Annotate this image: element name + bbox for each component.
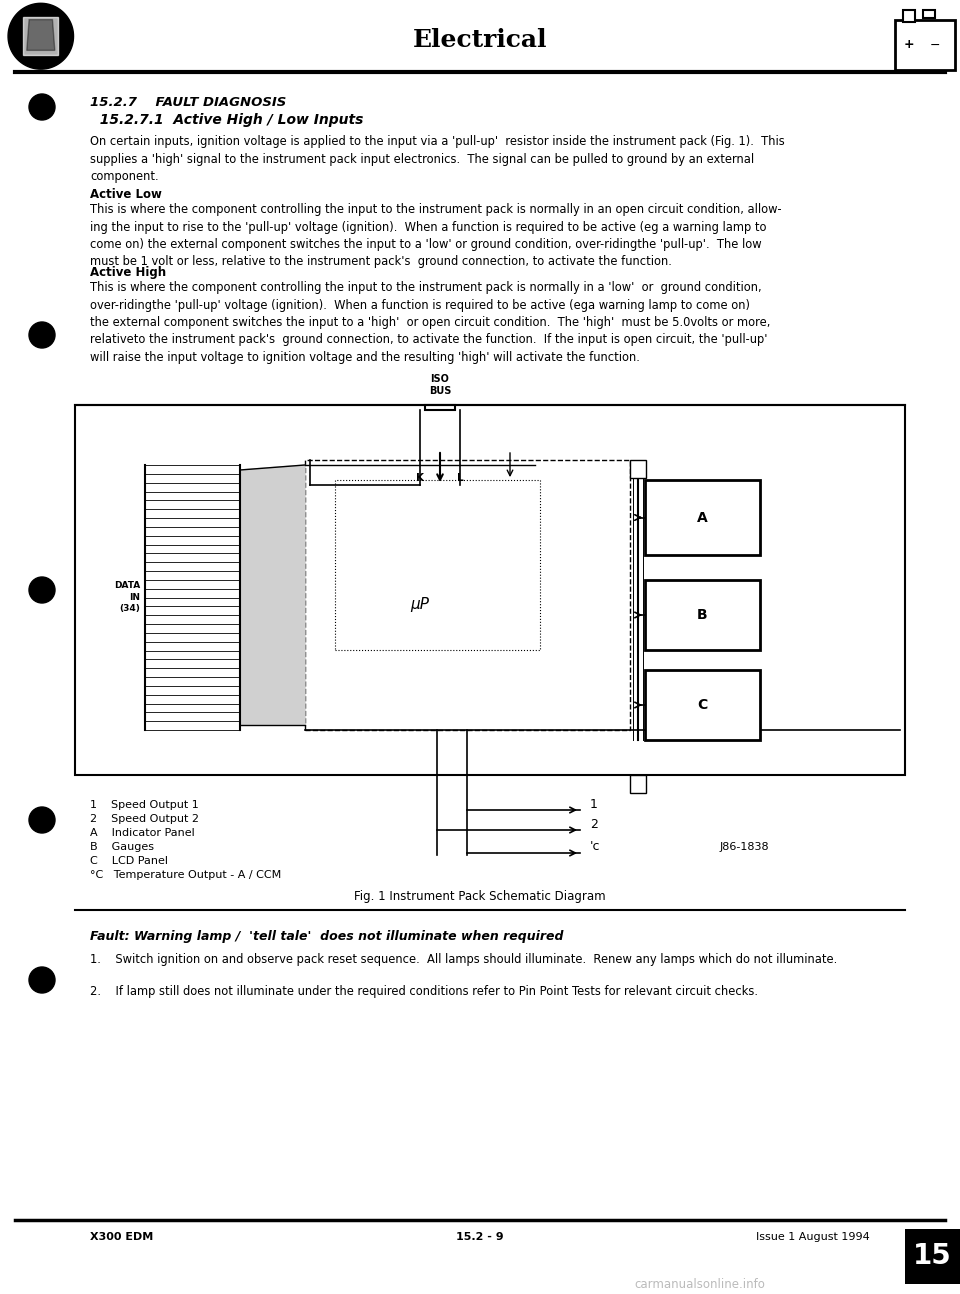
Circle shape <box>29 807 55 833</box>
Circle shape <box>29 967 55 992</box>
Text: C: C <box>697 697 708 712</box>
Bar <box>335 480 540 650</box>
Text: On certain inputs, ignition voltage is applied to the input via a 'pull-up'  res: On certain inputs, ignition voltage is a… <box>90 135 784 182</box>
Text: Fault: Warning lamp /  'tell tale'  does not illuminate when required: Fault: Warning lamp / 'tell tale' does n… <box>90 930 564 943</box>
Bar <box>630 775 646 793</box>
Text: carmanualsonline.info: carmanualsonline.info <box>635 1278 765 1291</box>
Bar <box>645 580 760 650</box>
Bar <box>645 480 760 555</box>
Bar <box>305 459 630 730</box>
Text: 1.    Switch ignition on and observe pack reset sequence.  All lamps should illu: 1. Switch ignition on and observe pack r… <box>90 952 837 967</box>
Text: B    Gauges: B Gauges <box>90 842 154 851</box>
Text: 15.2.7.1  Active High / Low Inputs: 15.2.7.1 Active High / Low Inputs <box>90 113 364 127</box>
Text: 2.    If lamp still does not illuminate under the required conditions refer to P: 2. If lamp still does not illuminate und… <box>90 985 758 998</box>
Bar <box>903 10 915 22</box>
Bar <box>630 459 646 477</box>
Polygon shape <box>8 4 74 69</box>
Bar <box>895 19 955 70</box>
Text: 15.2 - 9: 15.2 - 9 <box>456 1232 504 1242</box>
Bar <box>425 405 455 410</box>
Text: C    LCD Panel: C LCD Panel <box>90 857 168 866</box>
Text: Fig. 1 Instrument Pack Schematic Diagram: Fig. 1 Instrument Pack Schematic Diagram <box>354 890 606 903</box>
Bar <box>645 670 760 740</box>
Circle shape <box>29 94 55 120</box>
Circle shape <box>29 577 55 603</box>
Text: μP: μP <box>411 598 429 612</box>
Text: 15: 15 <box>913 1242 952 1271</box>
Text: Issue 1 August 1994: Issue 1 August 1994 <box>756 1232 870 1242</box>
Text: This is where the component controlling the input to the instrument pack is norm: This is where the component controlling … <box>90 203 781 268</box>
Text: +: + <box>903 39 914 52</box>
Bar <box>905 1229 960 1284</box>
Text: This is where the component controlling the input to the instrument pack is norm: This is where the component controlling … <box>90 281 770 364</box>
Text: A: A <box>697 511 708 524</box>
Text: L: L <box>457 474 464 483</box>
Text: Active Low: Active Low <box>90 188 162 201</box>
Text: X300 EDM: X300 EDM <box>90 1232 154 1242</box>
Polygon shape <box>27 19 55 50</box>
Text: 2: 2 <box>590 818 598 831</box>
Text: −: − <box>929 39 940 52</box>
Text: 1    Speed Output 1: 1 Speed Output 1 <box>90 800 199 810</box>
Text: ISO
BUS: ISO BUS <box>429 374 451 396</box>
Text: 2    Speed Output 2: 2 Speed Output 2 <box>90 814 199 824</box>
Text: °C   Temperature Output - A / CCM: °C Temperature Output - A / CCM <box>90 870 281 880</box>
Text: J86-1838: J86-1838 <box>720 842 770 851</box>
Text: 1: 1 <box>590 797 598 810</box>
Polygon shape <box>240 465 305 725</box>
Text: DATA
IN
(34): DATA IN (34) <box>113 581 140 612</box>
Bar <box>75 405 905 775</box>
Text: Active High: Active High <box>90 267 166 280</box>
Bar <box>923 10 935 18</box>
Polygon shape <box>23 17 59 54</box>
Circle shape <box>29 322 55 348</box>
Text: A    Indicator Panel: A Indicator Panel <box>90 828 195 839</box>
Text: 15.2.7    FAULT DIAGNOSIS: 15.2.7 FAULT DIAGNOSIS <box>90 96 286 109</box>
Text: 'c: 'c <box>590 841 601 854</box>
Text: K: K <box>416 474 424 483</box>
Text: Electrical: Electrical <box>413 28 547 52</box>
Text: B: B <box>697 608 708 622</box>
